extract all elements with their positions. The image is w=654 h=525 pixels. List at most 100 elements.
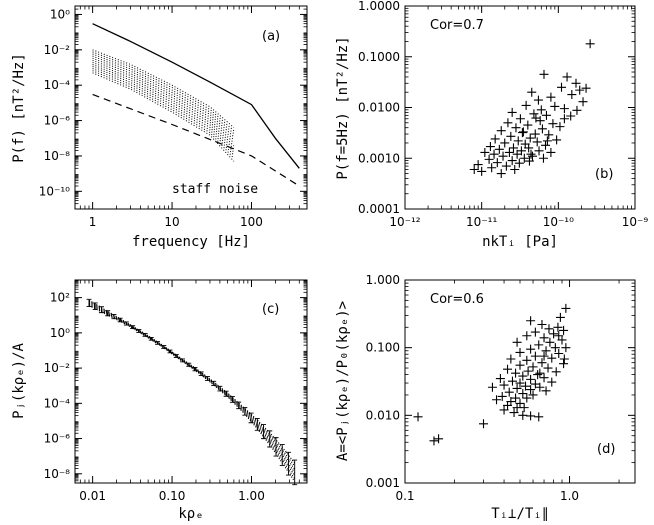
scatter-point-b xyxy=(542,136,552,146)
scatter-point-d xyxy=(537,358,547,368)
scatter-point-d xyxy=(492,395,502,405)
axes-frame-b xyxy=(404,5,636,210)
scatter-point-b xyxy=(540,140,550,150)
scatter-point-d xyxy=(526,385,536,395)
error-bar-c xyxy=(267,430,273,448)
scatter-point-b xyxy=(508,143,518,153)
scatter-point-d xyxy=(534,340,544,350)
scatter-point-b xyxy=(552,135,562,145)
scatter-point-d xyxy=(547,353,557,363)
error-bar-c xyxy=(279,444,285,466)
plot-area-a: 1 10 100 10⁰ 10⁻² 10⁻⁴ 10⁻⁶ 10⁻⁸ 10⁻¹⁰ xyxy=(39,6,307,229)
error-bar-c xyxy=(161,345,167,349)
error-bar-c xyxy=(105,310,111,317)
error-bar-c xyxy=(229,396,235,403)
scatter-point-b xyxy=(496,126,506,136)
scatter-point-b xyxy=(544,130,554,140)
x-axis-label-b: nkTᵢ [Pa] xyxy=(482,234,558,250)
scatter-point-b xyxy=(581,83,591,93)
y-axis-label-a: P(f) [nT²/Hz] xyxy=(11,53,27,163)
y-tick-label-a: 10⁻¹⁰ xyxy=(39,184,70,198)
scatter-point-d xyxy=(522,355,532,365)
scatter-point-d xyxy=(506,354,516,364)
scatter-point-b xyxy=(537,124,547,134)
scatter-point-b xyxy=(492,158,502,168)
scatter-point-d xyxy=(509,408,519,418)
scatter-point-b xyxy=(572,105,582,115)
error-bar-c xyxy=(223,390,229,397)
scatter-point-b xyxy=(550,101,560,111)
scatter-point-b xyxy=(513,136,523,146)
scatter-point-b xyxy=(533,95,543,105)
scatter-point-d xyxy=(535,368,545,378)
scatter-point-b xyxy=(536,105,546,115)
series-line-staff-noise xyxy=(92,93,300,187)
series-line-spectrum xyxy=(92,64,235,150)
scatter-point-b xyxy=(507,107,517,117)
y-tick-label-c: 10⁻² xyxy=(44,361,71,375)
scatter-point-b xyxy=(531,113,541,123)
scatter-point-d xyxy=(543,363,553,373)
error-bar-c xyxy=(204,376,210,381)
error-bar-c xyxy=(155,341,161,345)
error-bar-c xyxy=(111,313,117,320)
scatter-point-d xyxy=(504,387,514,397)
y-tick-label-a: 10⁻⁸ xyxy=(44,149,71,163)
error-bar-c xyxy=(123,321,129,326)
scatter-point-d xyxy=(559,354,569,364)
scatter-point-b xyxy=(494,144,504,154)
plot-area-d: 0.1 1.0 1.000 0.100 0.010 0.001 xyxy=(366,273,635,503)
x-tick-label-d: 1.0 xyxy=(560,489,579,503)
scatter-point-d xyxy=(534,412,544,422)
scatter-point-b xyxy=(519,153,529,163)
scatter-point-d xyxy=(530,327,540,337)
x-tick-label-c: 0.10 xyxy=(159,489,186,503)
panel-b: 10⁻¹² 10⁻¹¹ 10⁻¹⁰ 10⁻⁹ 1.0000 0.1000 0.0100 0.0… xyxy=(335,0,648,250)
axes-frame-a xyxy=(74,5,308,210)
scatter-point-b xyxy=(566,111,576,121)
scatter-point-d xyxy=(541,386,551,396)
scatter-point-d xyxy=(523,366,533,376)
scatter-point-d xyxy=(528,362,538,372)
panel-c: 0.01 0.10 1.00 10² 10⁰ 10⁻² 10⁻⁴ 10⁻⁶ 10⁻⁸ (c) k… xyxy=(11,279,308,522)
scatter-point-b xyxy=(477,166,487,176)
scatter-point-d xyxy=(549,329,559,339)
scatter-point-d xyxy=(551,367,561,377)
scatter-point-d xyxy=(512,337,522,347)
scatter-point-d xyxy=(515,378,525,388)
scatter-point-b xyxy=(515,114,525,124)
scatter-point-b xyxy=(511,123,521,133)
scatter-point-b xyxy=(512,149,522,159)
scatter-point-d xyxy=(520,381,530,391)
scatter-point-b xyxy=(521,100,531,110)
scatter-point-d xyxy=(535,382,545,392)
scatter-point-d xyxy=(545,337,555,347)
x-axis-label-c: kρₑ xyxy=(178,506,203,522)
plot-area-c: 0.01 0.10 1.00 10² 10⁰ 10⁻² 10⁻⁴ 10⁻⁶ 10⁻⁸ xyxy=(44,280,307,503)
scatter-point-d xyxy=(526,411,536,421)
y-axis-label-b: P(f=5Hz) [nT²/Hz] xyxy=(335,36,351,179)
scatter-point-b xyxy=(541,110,551,120)
scatter-point-d xyxy=(528,390,538,400)
y-tick-label-d: 0.100 xyxy=(366,341,400,355)
scatter-point-d xyxy=(503,400,513,410)
scatter-point-d xyxy=(497,391,507,401)
y-tick-label-b: 1.0000 xyxy=(358,0,400,13)
x-tick-label-a: 1 xyxy=(89,215,97,229)
y-axis-label-c: Pⱼ(kρₑ)/A xyxy=(11,343,27,419)
scatter-point-d xyxy=(503,364,513,374)
scatter-point-d xyxy=(499,405,509,415)
scatter-point-d xyxy=(537,319,547,329)
x-axis-label-d: Tᵢ⊥/Tᵢ∥ xyxy=(491,506,549,522)
error-bar-c xyxy=(285,451,291,476)
series-line-normalized xyxy=(88,301,296,470)
scatter-point-b xyxy=(524,156,534,166)
series-line-spectrum xyxy=(92,53,235,135)
scatter-point-d xyxy=(434,434,444,444)
panel-d: 0.1 1.0 1.000 0.100 0.010 0.001 Cor=0.6 (d) T… xyxy=(335,273,636,522)
scatter-point-b xyxy=(527,87,537,97)
scatter-point-d xyxy=(559,359,569,369)
error-bar-c xyxy=(117,317,123,323)
panel-a: 1 10 100 10⁰ 10⁻² 10⁻⁴ 10⁻⁶ 10⁻⁸ 10⁻¹⁰ (a) staff… xyxy=(11,5,308,250)
scatter-point-d xyxy=(526,316,536,326)
